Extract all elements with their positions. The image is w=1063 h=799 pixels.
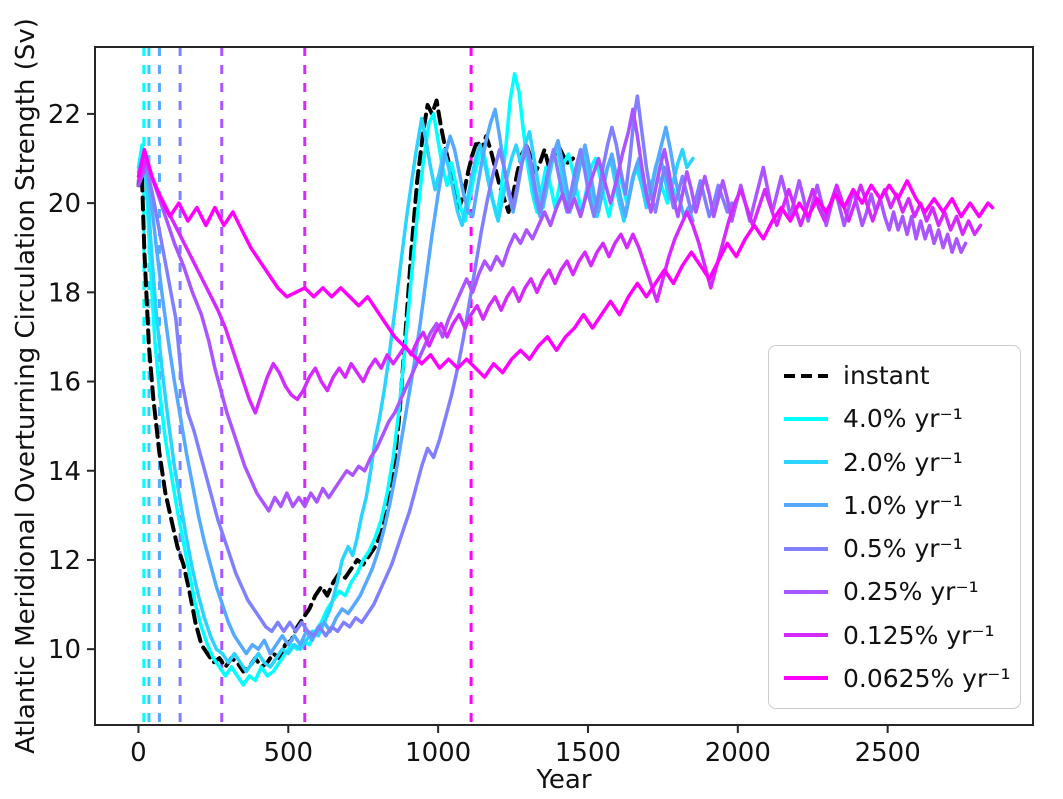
legend-swatch-6 xyxy=(784,633,828,638)
y-tick-label: 16 xyxy=(48,368,81,398)
plot-border xyxy=(94,46,1034,726)
x-tick-label: 2000 xyxy=(705,738,771,768)
y-tick-label: 10 xyxy=(48,635,81,665)
legend-item-5: 0.25% yr⁻¹ xyxy=(783,577,1014,606)
legend-label-7: 0.0625% yr⁻¹ xyxy=(843,663,1011,693)
legend-label-1: 4.0% yr⁻¹ xyxy=(843,404,963,434)
legend-swatch-5 xyxy=(784,589,828,594)
series-line-5 xyxy=(136,107,968,513)
legend-swatch-3 xyxy=(784,503,828,508)
legend-label-3: 1.0% yr⁻¹ xyxy=(843,490,963,520)
series-line-1 xyxy=(136,72,677,687)
series-line-4 xyxy=(136,94,734,638)
series-line-3 xyxy=(136,107,695,656)
x-axis-label: Year xyxy=(536,765,592,795)
y-tick-label: 20 xyxy=(48,189,81,219)
legend-item-7: 0.0625% yr⁻¹ xyxy=(783,664,1014,693)
legend-item-4: 0.5% yr⁻¹ xyxy=(783,534,1014,563)
legend-item-3: 1.0% yr⁻¹ xyxy=(783,491,1014,520)
legend-label-6: 0.125% yr⁻¹ xyxy=(843,620,995,650)
legend: instant 4.0% yr⁻¹ 2.0% yr⁻¹ 1.0% yr⁻¹ 0.5% y… xyxy=(768,345,1021,709)
legend-item-6: 0.125% yr⁻¹ xyxy=(783,621,1014,650)
x-tick-label: 500 xyxy=(263,738,313,768)
y-tick-label: 22 xyxy=(48,100,81,130)
y-axis-label: Atlantic Meridional Overturning Circulat… xyxy=(11,18,41,754)
legend-swatch-1 xyxy=(784,416,828,421)
legend-label-2: 2.0% yr⁻¹ xyxy=(843,447,963,477)
y-tick-label: 18 xyxy=(48,278,81,308)
series-line-7 xyxy=(136,147,995,379)
x-tick-label: 1000 xyxy=(405,738,471,768)
legend-swatch-7 xyxy=(784,676,828,681)
legend-label-5: 0.25% yr⁻¹ xyxy=(843,577,979,607)
y-tick-label: 14 xyxy=(48,457,81,487)
plot-area xyxy=(136,47,995,725)
legend-label-0: instant xyxy=(843,361,930,391)
y-tick-label: 12 xyxy=(48,546,81,576)
x-tick-label: 1500 xyxy=(555,738,621,768)
legend-label-4: 0.5% yr⁻¹ xyxy=(843,534,963,564)
legend-item-1: 4.0% yr⁻¹ xyxy=(783,404,1014,433)
legend-item-2: 2.0% yr⁻¹ xyxy=(783,448,1014,477)
legend-swatch-4 xyxy=(784,546,828,551)
x-tick-label: 2500 xyxy=(855,738,921,768)
x-tick-label: 0 xyxy=(130,738,147,768)
legend-swatch-2 xyxy=(784,460,828,465)
legend-swatch-0 xyxy=(784,373,828,378)
legend-item-0: instant xyxy=(783,361,1014,390)
